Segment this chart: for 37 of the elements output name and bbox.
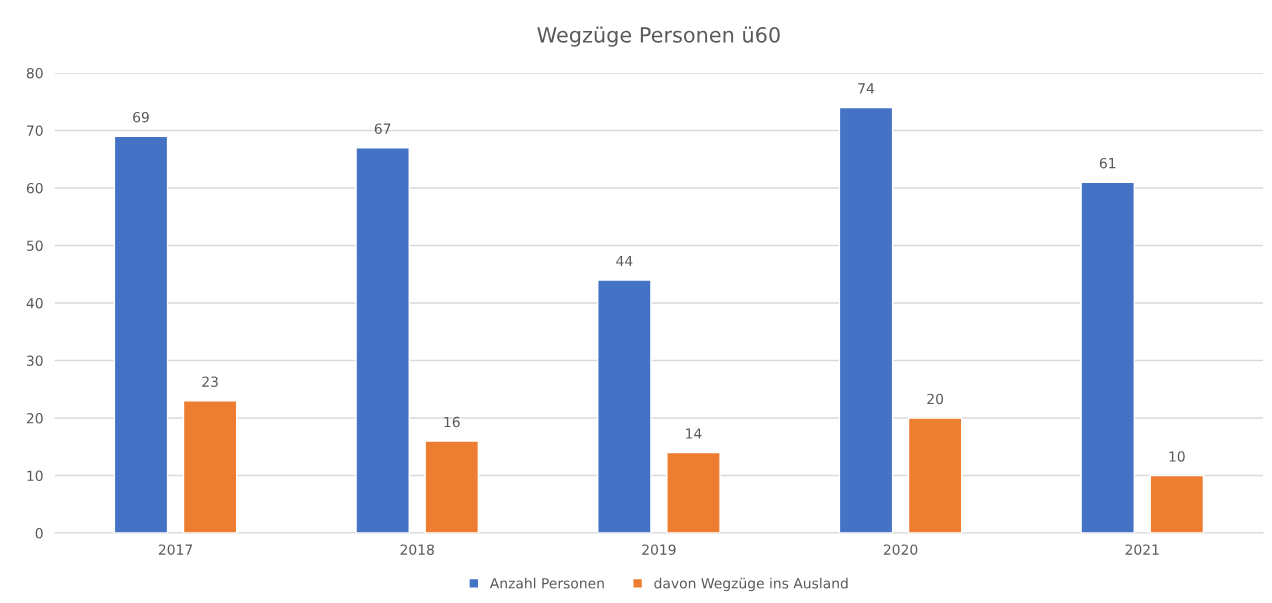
- bar: [666, 451, 721, 534]
- data-label: 69: [133, 111, 149, 123]
- bar: [838, 106, 894, 534]
- bar: [182, 400, 238, 534]
- data-label: 10: [1169, 451, 1185, 462]
- bar: [1080, 181, 1135, 534]
- x-tick-label: 2019: [642, 544, 676, 555]
- bar: [597, 279, 652, 534]
- y-tick-label: 50: [26, 240, 43, 251]
- data-label: 61: [1099, 157, 1116, 169]
- data-label: 74: [858, 83, 875, 94]
- bar: [424, 440, 480, 534]
- data-label: 67: [374, 123, 391, 134]
- data-label: 14: [686, 428, 702, 439]
- y-tick-label: 40: [26, 297, 43, 309]
- y-tick-label: 10: [27, 470, 43, 482]
- x-tick-label: 2018: [400, 544, 434, 555]
- legend-label: Anzahl Personen: [489, 577, 604, 589]
- data-label: 20: [927, 393, 944, 405]
- bar: [1149, 474, 1205, 534]
- y-tick-label: 0: [35, 528, 43, 539]
- bar: [355, 147, 410, 534]
- y-tick-label: 30: [26, 355, 43, 366]
- y-tick-label: 60: [26, 182, 43, 194]
- y-tick-label: 70: [27, 125, 43, 136]
- x-tick-label: 2021: [1125, 544, 1159, 555]
- data-label: 44: [616, 255, 633, 266]
- x-tick-label: 2017: [158, 544, 193, 555]
- legend-label: davon Wegzüge ins Ausland: [654, 577, 848, 592]
- x-tick-label: 2020: [883, 544, 918, 555]
- data-label: 23: [202, 376, 218, 387]
- y-tick-label: 20: [26, 413, 43, 424]
- bar: [113, 135, 169, 534]
- data-label: 16: [444, 416, 460, 428]
- y-tick-label: 80: [26, 67, 43, 79]
- bar: [907, 417, 963, 534]
- chart-title: Wegzüge Personen ü60: [537, 26, 780, 47]
